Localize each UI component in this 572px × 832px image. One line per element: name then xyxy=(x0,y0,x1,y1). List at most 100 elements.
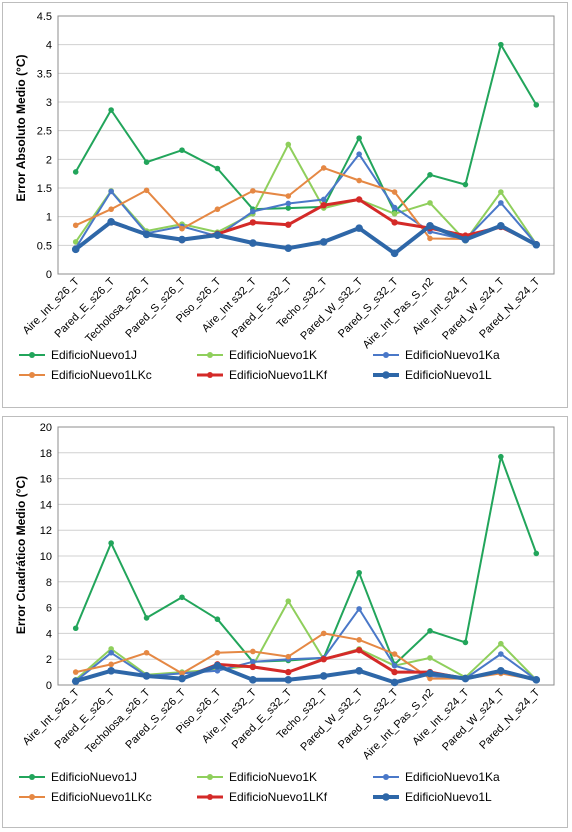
y-axis-label: Error Absoluto Medio (°C) xyxy=(14,54,28,201)
data-point-edificionuevo1l xyxy=(355,224,363,232)
data-point-edificionuevo1j xyxy=(143,615,150,621)
x-tick-label: Pared_W_s24_T xyxy=(440,275,507,342)
legend-marker xyxy=(207,352,213,358)
legend-label: EdificioNuevo1J xyxy=(51,770,137,784)
data-point-edificionuevo1ka xyxy=(391,662,398,669)
x-tick-label: Pared_E_s32_T xyxy=(230,686,295,751)
data-point-edificionuevo1ka xyxy=(285,200,292,207)
data-point-edificionuevo1lkc xyxy=(179,670,185,677)
legend-item-edificionuevo1lkf: EdificioNuevo1LKf xyxy=(197,368,328,382)
data-point-edificionuevo1lkf xyxy=(285,668,292,676)
data-point-edificionuevo1lkc xyxy=(320,630,327,637)
x-tick-label: Pared_S_s26_T xyxy=(123,275,188,340)
data-point-edificionuevo1l xyxy=(107,667,115,675)
data-point-edificionuevo1j xyxy=(179,147,185,153)
data-point-edificionuevo1ka xyxy=(108,188,114,195)
data-point-edificionuevo1l xyxy=(461,235,470,244)
data-point-edificionuevo1lkf xyxy=(320,656,327,663)
data-point-edificionuevo1lkf xyxy=(320,202,327,209)
y-tick-label: 18 xyxy=(40,448,52,460)
data-point-edificionuevo1ka xyxy=(250,208,256,215)
data-point-edificionuevo1j xyxy=(462,639,469,646)
data-point-edificionuevo1lkc xyxy=(214,206,221,213)
data-point-edificionuevo1l xyxy=(71,677,80,685)
data-point-edificionuevo1lkf xyxy=(249,219,257,226)
data-point-edificionuevo1j xyxy=(108,540,114,546)
x-tick-label: Techolosa_s26_T xyxy=(83,275,153,345)
data-point-edificionuevo1lkc xyxy=(285,193,292,199)
data-point-edificionuevo1l xyxy=(142,672,151,680)
data-point-edificionuevo1k xyxy=(108,646,114,652)
data-point-edificionuevo1l xyxy=(71,245,80,254)
data-point-edificionuevo1lkc xyxy=(143,649,150,656)
x-tick-label: Pared_W_s24_T xyxy=(440,686,507,753)
data-point-edificionuevo1j xyxy=(427,628,433,634)
legend-item-edificionuevo1lkf: EdificioNuevo1LKf xyxy=(197,790,328,804)
data-point-edificionuevo1l xyxy=(249,239,257,247)
y-tick-label: 3 xyxy=(46,97,52,109)
data-point-edificionuevo1lkc xyxy=(356,177,362,184)
chart-panel-rmse: 0 2 4 6 8 10 12 14 16 18 20 Aire_Int_s26_T Pared_E_… xyxy=(2,416,568,828)
data-point-edificionuevo1l xyxy=(497,222,505,230)
y-tick-label: 4 xyxy=(46,40,52,52)
y-axis-label: Error Cuadrático Medio (°C) xyxy=(14,476,28,634)
x-tick-label: Techolosa_s26_T xyxy=(83,686,153,756)
data-point-edificionuevo1lkc xyxy=(250,188,256,194)
data-point-edificionuevo1ka xyxy=(498,200,504,206)
legend-marker xyxy=(29,794,35,800)
data-point-edificionuevo1k xyxy=(285,598,292,604)
data-point-edificionuevo1l xyxy=(390,249,399,258)
legend-marker xyxy=(207,774,213,780)
data-point-edificionuevo1j xyxy=(356,569,362,576)
data-point-edificionuevo1l xyxy=(249,676,257,684)
y-tick-label: 0 xyxy=(46,269,52,281)
x-tick-label: Pared_E_s26_T xyxy=(53,275,118,340)
legend-label: EdificioNuevo1LKf xyxy=(229,368,328,382)
data-point-edificionuevo1lkf xyxy=(355,646,363,654)
data-point-edificionuevo1j xyxy=(143,159,150,165)
data-point-edificionuevo1k xyxy=(427,655,433,661)
data-point-edificionuevo1l xyxy=(213,661,222,670)
legend-item-edificionuevo1lkc: EdificioNuevo1LKc xyxy=(19,368,152,382)
data-point-edificionuevo1j xyxy=(72,169,79,175)
data-point-edificionuevo1l xyxy=(426,669,434,678)
data-point-edificionuevo1l xyxy=(390,678,399,687)
data-point-edificionuevo1lkc xyxy=(72,669,79,675)
y-tick-label: 2.5 xyxy=(37,126,52,138)
data-point-edificionuevo1j xyxy=(179,594,185,601)
data-point-edificionuevo1j xyxy=(214,616,221,623)
data-point-edificionuevo1ka xyxy=(320,196,327,203)
legend-item-edificionuevo1j: EdificioNuevo1J xyxy=(19,770,137,784)
legend-item-edificionuevo1j: EdificioNuevo1J xyxy=(19,348,137,362)
data-point-edificionuevo1lkf xyxy=(249,663,257,671)
data-point-edificionuevo1lkc xyxy=(179,225,185,232)
y-tick-label: 1.5 xyxy=(37,183,52,195)
y-tick-label: 4.5 xyxy=(37,11,52,23)
data-point-edificionuevo1l xyxy=(284,244,293,252)
y-tick-label: 12 xyxy=(40,525,52,537)
legend-marker xyxy=(29,372,35,378)
data-point-edificionuevo1lkf xyxy=(391,219,398,226)
legend-label: EdificioNuevo1K xyxy=(229,770,317,784)
data-point-edificionuevo1lkc xyxy=(427,675,433,682)
y-tick-label: 20 xyxy=(40,422,52,434)
series-line-edificionuevo1l xyxy=(75,663,537,685)
legend-item-edificionuevo1lkc: EdificioNuevo1LKc xyxy=(19,790,152,804)
legend-item-edificionuevo1k: EdificioNuevo1K xyxy=(197,770,317,784)
y-tick-label: 0.5 xyxy=(37,240,52,252)
data-point-edificionuevo1k xyxy=(498,189,504,195)
legend-marker xyxy=(383,774,389,780)
data-point-edificionuevo1lkc xyxy=(250,648,256,655)
legend-label: EdificioNuevo1K xyxy=(229,348,317,362)
data-point-edificionuevo1lkc xyxy=(391,651,398,657)
data-point-edificionuevo1k xyxy=(72,239,79,245)
data-point-edificionuevo1l xyxy=(213,231,222,239)
data-point-edificionuevo1lkc xyxy=(427,235,433,242)
data-point-edificionuevo1ka xyxy=(391,204,398,211)
legend-label: EdificioNuevo1LKc xyxy=(51,368,152,382)
data-point-edificionuevo1l xyxy=(142,230,151,239)
legend-label: EdificioNuevo1L xyxy=(405,790,492,804)
x-tick-label: Pared_S_s26_T xyxy=(123,686,188,751)
data-point-edificionuevo1j xyxy=(533,102,540,108)
